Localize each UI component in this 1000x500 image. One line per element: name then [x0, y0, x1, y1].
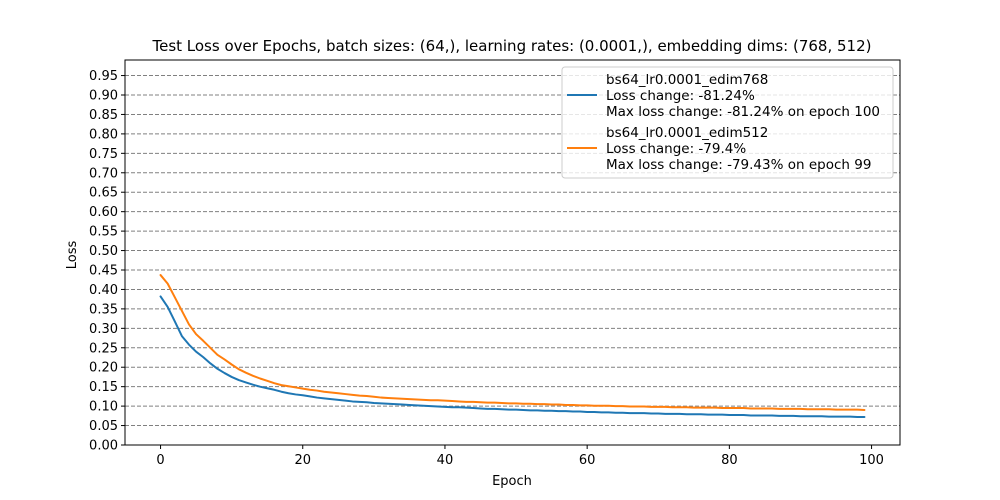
series-layer — [159, 274, 866, 418]
y-tick-label: 0.30 — [89, 322, 118, 337]
plot-frame — [124, 59, 901, 446]
y-tick-label: 0.40 — [89, 283, 118, 298]
y-tick-label: 0.00 — [89, 439, 118, 454]
y-tick-label: 0.25 — [89, 341, 118, 356]
legend: bs64_lr0.0001_edim768 Loss change: -81.2… — [561, 66, 894, 179]
x-tick-label: 20 — [294, 453, 311, 468]
y-axis-label: Loss — [65, 241, 80, 270]
y-tick-label: 0.85 — [89, 108, 118, 123]
y-tick-label: 0.15 — [89, 380, 118, 395]
x-tick-label: 40 — [437, 453, 454, 468]
y-tick-label: 0.35 — [89, 302, 118, 317]
y-tick-label: 0.50 — [89, 244, 118, 259]
y-axis-ticks: 0.00 0.05 0.10 0.15 0.20 0.25 0.30 0.35 0.40 0.45… — [89, 69, 125, 454]
x-tick-label: 80 — [721, 453, 738, 468]
y-tick-label: 0.20 — [89, 361, 118, 376]
y-tick-label: 0.05 — [89, 419, 118, 434]
y-tick-label: 0.60 — [89, 205, 118, 220]
legend-series-1-loss-change: Loss change: -81.24% — [606, 88, 755, 104]
series-line-1 — [159, 295, 866, 418]
y-tick-label: 0.45 — [89, 264, 118, 279]
chart-title: Test Loss over Epochs, batch sizes: (64,… — [151, 37, 871, 55]
legend-series-2-name: bs64_lr0.0001_edim512 — [606, 125, 768, 141]
x-axis-label: Epoch — [492, 474, 532, 489]
y-tick-label: 0.10 — [89, 400, 118, 415]
y-tick-label: 0.65 — [89, 186, 118, 201]
legend-box — [561, 66, 894, 179]
legend-series-1-name: bs64_lr0.0001_edim768 — [606, 72, 768, 88]
x-tick-label: 0 — [156, 453, 164, 468]
y-tick-label: 0.90 — [89, 89, 118, 104]
x-tick-label: 60 — [579, 453, 596, 468]
y-tick-label: 0.70 — [89, 166, 118, 181]
series-line-2 — [159, 274, 866, 411]
legend-series-2-max-change: Max loss change: -79.43% on epoch 99 — [606, 157, 871, 173]
legend-series-2-loss-change: Loss change: -79.4% — [606, 141, 746, 157]
x-tick-label: 100 — [859, 453, 884, 468]
legend-series-1-max-change: Max loss change: -81.24% on epoch 100 — [606, 104, 880, 120]
y-tick-label: 0.95 — [89, 69, 118, 84]
x-axis-ticks: 0 20 40 60 80 100 — [156, 445, 884, 468]
y-tick-label: 0.80 — [89, 127, 118, 142]
y-tick-label: 0.55 — [89, 225, 118, 240]
y-tick-label: 0.75 — [89, 147, 118, 162]
